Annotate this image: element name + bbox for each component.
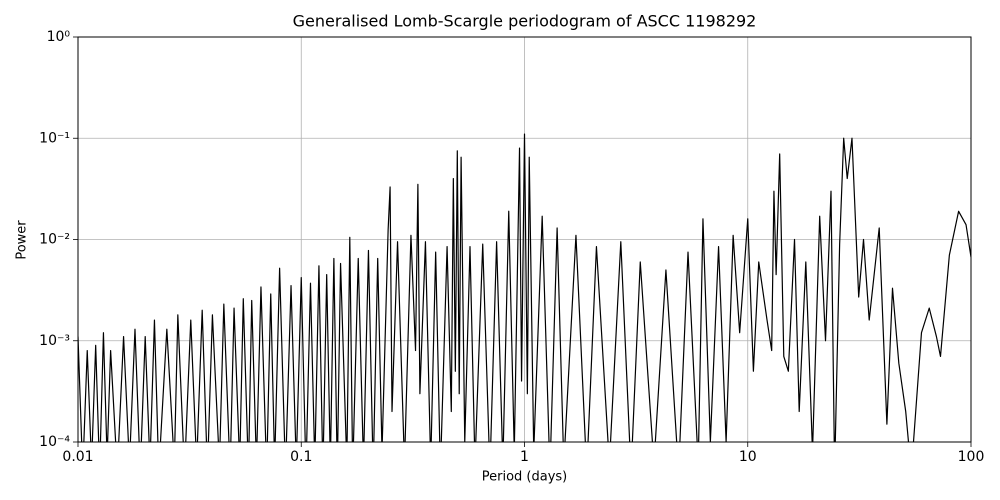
y-tick-label: 10⁻¹: [39, 130, 70, 146]
periodogram-line: [78, 133, 971, 442]
ticks: 0.01 0.1 1 10 100 10⁻⁴ 10⁻³ 10⁻² 10⁻¹ 10⁰: [39, 29, 984, 465]
y-tick-label: 10⁻³: [39, 333, 70, 349]
x-tick-label: 1: [520, 449, 529, 465]
y-tick-label: 10⁻⁴: [39, 434, 70, 450]
x-tick-label: 0.1: [290, 449, 312, 465]
y-tick-label: 10⁰: [47, 29, 71, 45]
x-tick-label: 0.01: [62, 449, 93, 465]
x-tick-label: 100: [958, 449, 985, 465]
x-axis-label: Period (days): [482, 470, 568, 485]
x-tick-label: 10: [739, 449, 757, 465]
y-tick-label: 10⁻²: [39, 232, 70, 248]
y-axis-label: Power: [15, 220, 30, 260]
plot-area: [78, 133, 971, 442]
chart-title: Generalised Lomb-Scargle periodogram of …: [293, 12, 757, 31]
